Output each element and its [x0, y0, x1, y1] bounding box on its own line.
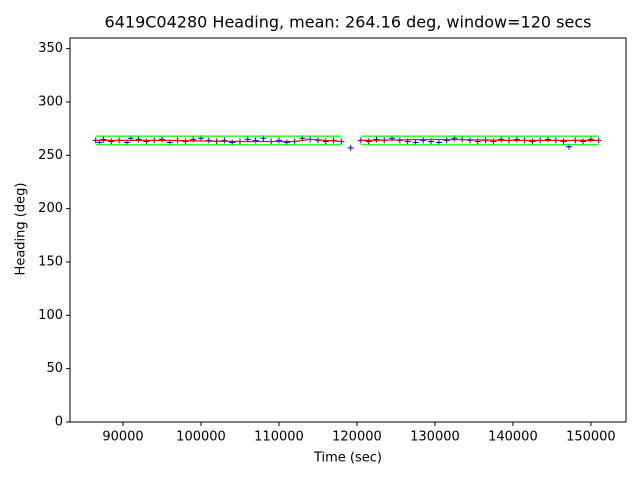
data-point: [159, 136, 166, 143]
data-point: [373, 136, 380, 143]
data-point: [205, 137, 212, 144]
data-point: [498, 136, 505, 143]
x-tick-label: 90000: [102, 430, 143, 445]
y-tick-label: 50: [46, 361, 63, 376]
data-point: [545, 136, 552, 143]
x-tick-label: 140000: [488, 430, 538, 445]
y-tick-label: 150: [38, 255, 63, 270]
data-line: [95, 138, 599, 143]
y-tick-label: 300: [38, 95, 63, 110]
x-tick-label: 110000: [254, 430, 304, 445]
data-point: [490, 138, 497, 145]
y-axis-label: Heading (deg): [14, 183, 29, 276]
x-tick-label: 130000: [410, 430, 460, 445]
data-point: [221, 137, 228, 144]
data-point: [587, 136, 594, 143]
x-tick-label: 100000: [176, 430, 226, 445]
x-axis-label: Time (sec): [313, 451, 382, 466]
y-tick-label: 100: [38, 308, 63, 323]
data-point: [143, 138, 150, 145]
data-point: [560, 138, 567, 145]
data-point: [420, 137, 427, 144]
data-point: [513, 136, 520, 143]
data-point: [252, 137, 259, 144]
y-tick-label: 200: [38, 201, 63, 216]
plot-frame: [69, 37, 627, 423]
data-point: [100, 136, 107, 143]
data-point: [322, 138, 329, 145]
data-point: [529, 138, 536, 145]
y-tick-label: 250: [38, 148, 63, 163]
data-point: [135, 136, 142, 143]
data-point: [275, 137, 282, 144]
data-point: [182, 138, 189, 145]
y-tick-label: 0: [55, 415, 63, 430]
data-point: [108, 138, 115, 145]
data-point: [365, 138, 372, 145]
chart-title: 6419C04280 Heading, mean: 264.16 deg, wi…: [105, 13, 592, 32]
y-tick-label: 350: [38, 41, 63, 56]
x-tick-label: 120000: [332, 430, 382, 445]
data-point: [347, 144, 354, 151]
data-point: [443, 137, 450, 144]
x-tick-label: 150000: [566, 430, 616, 445]
data-point: [580, 138, 587, 145]
